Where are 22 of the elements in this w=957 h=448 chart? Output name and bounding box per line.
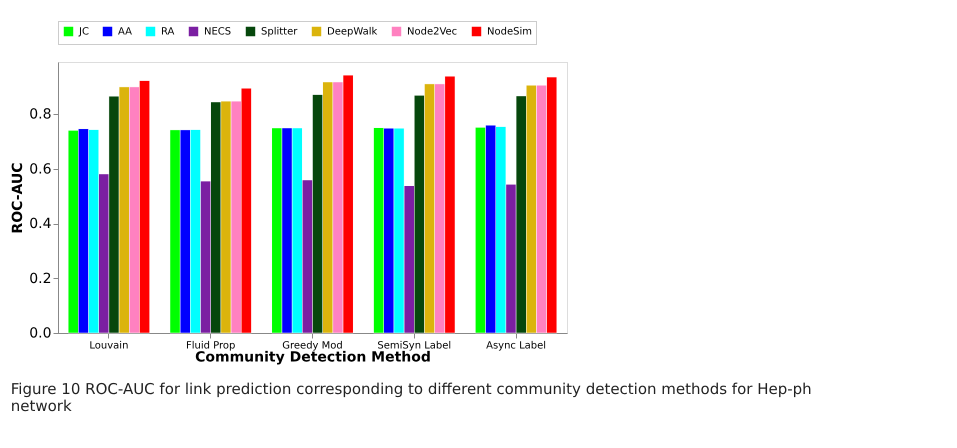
legend-label: JC bbox=[78, 26, 89, 38]
x-tick-label: Louvain bbox=[89, 340, 128, 352]
legend-label: AA bbox=[118, 26, 132, 38]
legend-label: DeepWalk bbox=[327, 26, 378, 38]
y-tick-label: 0.4 bbox=[29, 216, 52, 232]
legend-label: Node2Vec bbox=[407, 26, 458, 38]
y-tick-label: 0.0 bbox=[29, 326, 52, 342]
y-axis-title: ROC-AUC bbox=[10, 162, 26, 234]
legend-label: Splitter bbox=[261, 26, 298, 38]
x-tick-label: SemiSyn Label bbox=[377, 340, 452, 352]
x-axis-title: Community Detection Method bbox=[195, 350, 431, 366]
y-tick-label: 0.8 bbox=[29, 106, 52, 123]
text: network bbox=[10, 397, 72, 415]
y-tick-label: 0.6 bbox=[29, 161, 52, 178]
x-tick-label: Async Label bbox=[486, 340, 546, 352]
y-tick-label: 0.2 bbox=[29, 270, 52, 287]
caption: Figure 10 ROC-AUC for link prediction corresponding to different community detection methods for Hep-ph bbox=[10, 380, 812, 398]
legend-label: NodeSim bbox=[487, 26, 532, 38]
x-tick-label: Fluid Prop bbox=[186, 340, 236, 352]
x-tick-label: Greedy Mod bbox=[282, 340, 343, 352]
legend-label: NECS bbox=[204, 26, 232, 38]
legend-label: RA bbox=[161, 26, 175, 38]
